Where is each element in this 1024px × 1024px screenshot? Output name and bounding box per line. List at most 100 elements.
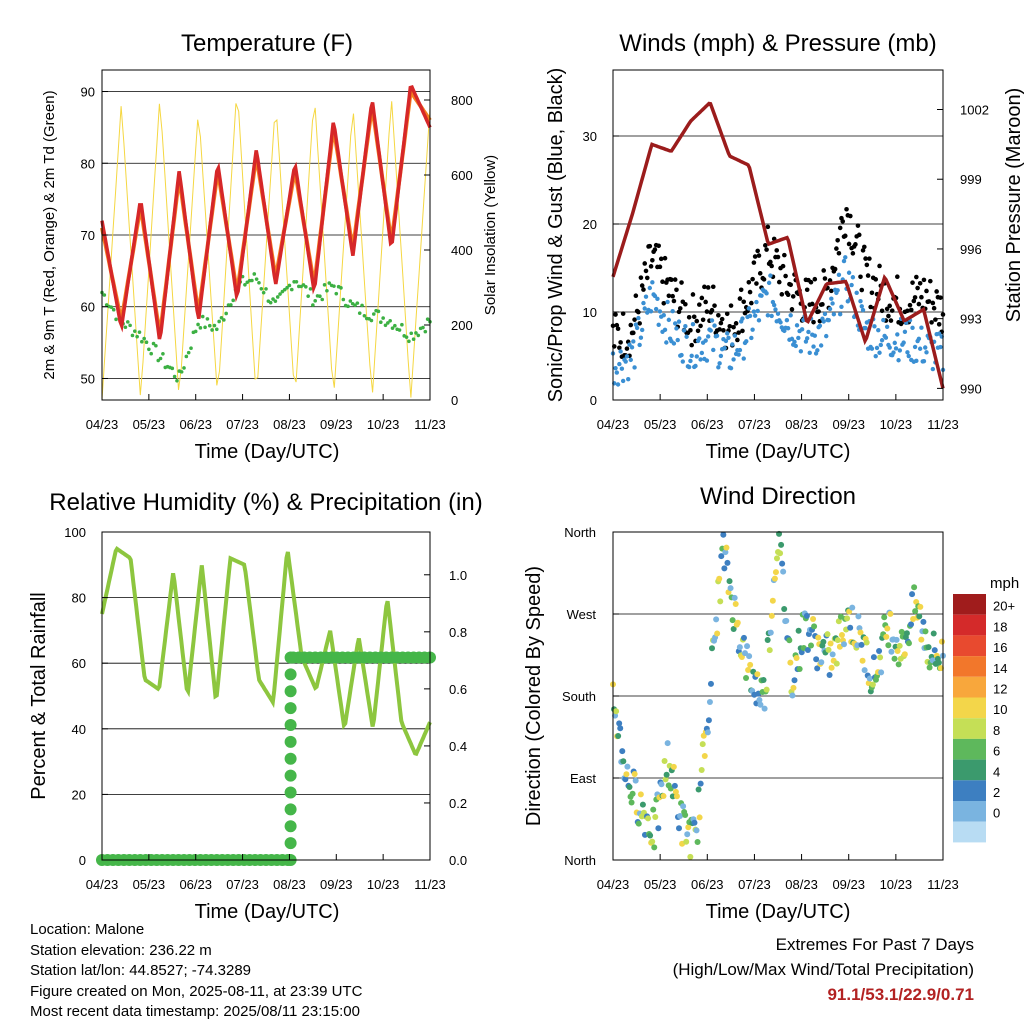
humidity-y-tick-label: 100 [64,525,86,540]
humidity-y-tick-label: 40 [72,722,86,737]
wind-point [684,334,689,339]
precip-y-tick-label: 0.2 [449,796,467,811]
dewpoint-point [128,323,132,328]
gust-point [804,287,810,293]
direction-point [876,647,883,654]
gust-point [835,238,840,243]
direction-point [730,625,737,632]
direction-point [635,820,642,827]
wind-point [698,357,703,362]
dewpoint-point [229,303,233,307]
precip-y-tick-label: 0.6 [449,682,467,697]
direction-y-tick-label: South [562,689,596,704]
humidity-x-tick-label: 11/23 [414,877,446,892]
wind-point [893,346,899,351]
dewpoint-point [409,331,414,336]
gust-point [790,294,796,299]
wind-point [676,319,682,324]
precip-point [284,803,297,816]
gust-point [740,328,745,334]
winds-x-tick-label: 07/23 [738,417,771,432]
wind-point [912,344,918,350]
dewpoint-point [261,290,266,295]
wind-point [736,352,741,357]
legend-swatch [953,635,986,657]
wind-point [656,322,661,328]
wind-point [705,334,711,339]
humidity-plot-frame [101,531,431,861]
direction-point [857,629,864,636]
wind-point [641,300,646,306]
direction-title: Wind Direction [700,483,856,510]
wind-point [891,350,896,355]
direction-point [804,646,811,653]
legend-label: 8 [993,723,1000,738]
direction-point [861,667,868,674]
winds-panel: Winds (mph) & Pressure (mb) 0 10 20 30 990 99… [545,30,1024,463]
wind-point [714,333,720,338]
wind-point [921,358,927,364]
direction-point [631,771,638,778]
direction-point [647,832,654,839]
wind-point [923,345,928,350]
wind-point [811,344,816,349]
wind-point [896,358,901,363]
gust-point [709,307,715,313]
gust-point [865,273,871,278]
direction-point [620,758,627,765]
winds-x-tick-label: 04/23 [597,417,630,432]
gust-point [688,327,693,333]
direction-point [616,720,623,727]
direction-point [841,641,847,648]
legend-swatch [953,718,986,739]
gust-point [658,256,664,262]
wind-point [730,342,735,347]
direction-x-label: Time (Day/UTC) [706,901,851,923]
direction-point [834,637,841,644]
gust-point [879,308,885,314]
precip-point [284,702,297,715]
legend-swatch [953,780,986,801]
direction-point [773,555,780,562]
legend-swatch [953,676,986,698]
wind-point [690,322,696,327]
dewpoint-point [379,320,383,325]
dewpoint-point [275,295,280,299]
gust-point [628,322,634,328]
wind-point [643,294,649,299]
gust-point [650,257,655,263]
direction-point [704,729,711,736]
station-location: Location: Malone [30,921,145,938]
gust-point [618,340,623,345]
direction-point [707,680,714,687]
extremes-subheading: (High/Low/Max Wind/Total Precipitation) [672,960,974,979]
direction-point [824,631,831,638]
wind-point [670,308,675,314]
wind-point [642,306,647,311]
dewpoint-point [123,325,128,330]
temperature-x-tick-label: 10/23 [367,417,400,432]
dewpoint-point [186,350,191,355]
dewpoint-point [360,303,364,308]
precip-y-tick-label: 0.8 [449,625,467,640]
humidity-x-tick-label: 10/23 [367,877,400,892]
direction-point [885,642,892,649]
direction-point [658,781,665,788]
winds-title: Winds (mph) & Pressure (mb) [619,30,936,57]
direction-point [709,645,715,652]
direction-point [863,639,870,646]
station-info: Location: Malone Station elevation: 236.… [30,920,362,1023]
wind-point [768,273,773,278]
dewpoint-point [369,318,374,323]
gust-point [733,321,739,326]
wind-point [718,353,724,359]
temperature-y-tick-label: 80 [81,156,95,171]
gust-point [731,324,736,330]
dewpoint-point [362,313,367,318]
direction-point [685,824,692,831]
pressure-y-tick-label: 993 [960,312,982,327]
wind-point [846,270,852,275]
dewpoint-point [353,303,357,308]
wind-point [821,319,826,324]
gust-point [864,262,870,268]
